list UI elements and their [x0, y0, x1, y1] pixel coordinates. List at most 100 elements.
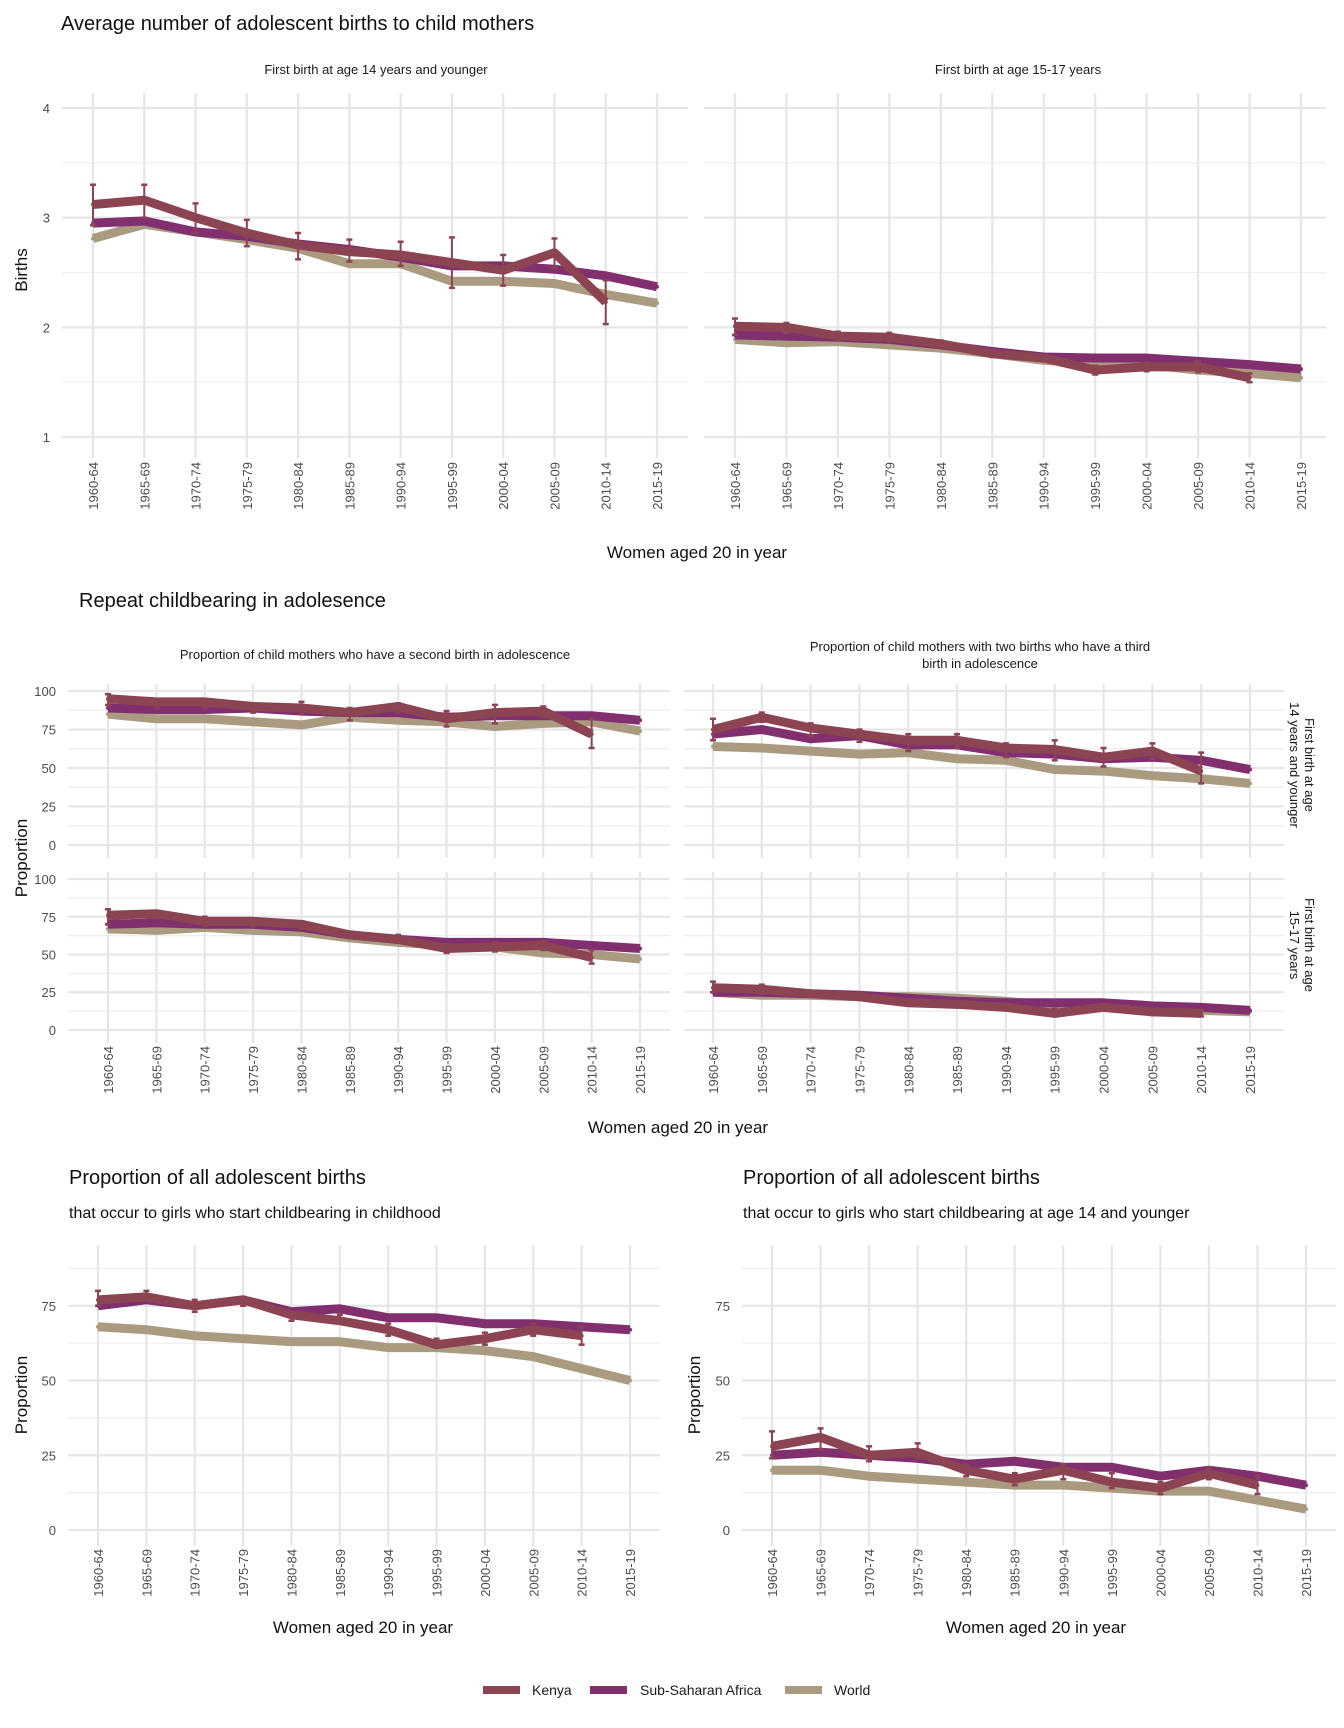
data-point-world [1304, 1507, 1308, 1512]
error-bar [1051, 739, 1058, 762]
x-tick-label: 2005-09 [1191, 462, 1206, 510]
x-tick-label: 1980-84 [291, 462, 306, 510]
x-tick-label: 1960-64 [91, 1549, 106, 1597]
error-bar [105, 692, 111, 707]
x-tick-label: 2015-19 [1299, 1549, 1314, 1597]
y-tick-label: 25 [716, 1448, 730, 1463]
data-point-world [638, 729, 642, 734]
x-tick-label: 2010-14 [1194, 1046, 1209, 1094]
y-tick-label: 0 [49, 1023, 56, 1038]
x-tick-label: 2015-19 [623, 1549, 638, 1597]
section2-strip-row2-line2: 15-17 years [1287, 911, 1302, 980]
data-point-sub-saharan-africa [589, 713, 594, 718]
error-bar [1254, 1474, 1261, 1496]
data-point-world [396, 718, 401, 723]
error-bar [1002, 742, 1009, 759]
x-tick-label: 1965-69 [779, 462, 794, 510]
x-tick-label: 1985-89 [343, 1046, 358, 1094]
x-tick-label: 2000-04 [488, 1046, 503, 1094]
x-tick-label: 1980-84 [294, 1046, 309, 1094]
x-tick-label: 2000-04 [496, 462, 511, 510]
error-bar [201, 915, 208, 928]
data-point-world [1255, 1498, 1260, 1503]
x-tick-label: 1975-79 [852, 1046, 867, 1094]
error-bar [856, 990, 863, 1002]
y-tick-label: 75 [716, 1299, 730, 1314]
y-tick-label: 75 [42, 910, 56, 925]
error-bar [1143, 361, 1150, 373]
y-tick-label: 3 [43, 211, 50, 226]
x-tick-label: 2005-09 [536, 1046, 551, 1094]
data-point-world [770, 1468, 774, 1473]
x-tick-label: 1985-89 [950, 1046, 965, 1094]
legend-item-sub-saharan-africa: Sub-Saharan Africa [590, 1682, 762, 1698]
data-point-world [1101, 769, 1106, 774]
data-point-world [144, 1327, 149, 1332]
data-point-sub-saharan-africa [589, 943, 594, 948]
error-bar [105, 907, 111, 926]
data-point-sub-saharan-africa [1299, 367, 1303, 372]
x-tick-label: 1960-64 [86, 462, 101, 510]
data-point-world [1003, 758, 1008, 763]
x-tick-label: 1975-79 [911, 1549, 926, 1597]
error-bar [905, 998, 912, 1006]
data-point-sub-saharan-africa [638, 946, 642, 951]
data-point-world [251, 928, 256, 933]
error-bar [540, 939, 547, 952]
x-tick-label: 2005-09 [547, 462, 562, 510]
x-tick-label: 1990-94 [394, 462, 409, 510]
error-bar [732, 317, 738, 337]
data-point-sub-saharan-africa [1093, 356, 1098, 361]
x-tick-label: 2000-04 [478, 1549, 493, 1597]
section1-ylabel: Births [12, 248, 31, 291]
data-point-sub-saharan-africa [1012, 1459, 1017, 1464]
error-bar [385, 1322, 392, 1337]
section2-title: Repeat childbearing in adolesence [79, 590, 386, 612]
data-point-world [628, 1378, 632, 1383]
y-tick-label: 25 [42, 1448, 56, 1463]
y-tick-label: 25 [42, 985, 56, 1000]
error-bar [886, 331, 893, 343]
legend-item-world: World [785, 1682, 870, 1698]
data-point-world [759, 746, 764, 750]
section2-strip-col2-line2: birth in adolescence [922, 656, 1038, 671]
data-point-sub-saharan-africa [1248, 767, 1252, 772]
error-bar [905, 732, 912, 753]
x-tick-label: 2000-04 [1097, 1046, 1112, 1094]
data-point-sub-saharan-africa [638, 718, 642, 723]
error-bar [346, 930, 353, 940]
x-tick-label: 1990-94 [1056, 1549, 1071, 1597]
x-tick-label: 1985-89 [333, 1549, 348, 1597]
y-tick-label: 0 [723, 1523, 730, 1538]
section2-strip-row1-line2: 14 years and younger [1287, 702, 1302, 828]
panel-2: 1960-64 1965-69 1970-74 1975-79 1980-84 1985-… [704, 93, 1326, 510]
section1-xlabel: Women aged 20 in year [607, 543, 788, 562]
error-bar [989, 349, 996, 359]
legend-label: Kenya [532, 1682, 572, 1698]
x-tick-label: 1995-99 [440, 1046, 455, 1094]
error-bar [710, 980, 716, 994]
x-tick-label: 1965-69 [137, 462, 152, 510]
error-bar [288, 1310, 295, 1322]
error-bar [153, 909, 160, 920]
error-bar [141, 183, 148, 219]
error-bar [192, 202, 199, 235]
data-point-sub-saharan-africa [1158, 1474, 1163, 1479]
x-tick-label: 1985-89 [1008, 1549, 1023, 1597]
data-point-sub-saharan-africa [1199, 1005, 1204, 1010]
legend: Kenya Sub-Saharan Africa World [483, 1682, 870, 1698]
error-bar [298, 920, 305, 931]
x-tick-label: 1970-74 [188, 1549, 203, 1597]
error-bar [336, 1313, 343, 1325]
data-point-world [91, 236, 95, 241]
data-point-sub-saharan-africa [628, 1327, 632, 1332]
data-point-world [492, 724, 497, 729]
section1-strip-left: First birth at age 14 years and younger [264, 62, 488, 77]
error-bar [758, 983, 765, 995]
error-bar [1092, 364, 1099, 376]
error-bar [866, 1445, 873, 1463]
x-tick-label: 2015-19 [1294, 462, 1309, 510]
section3-left-title: Proportion of all adolescent births [69, 1167, 366, 1189]
error-bar [1205, 1465, 1212, 1481]
legend-label: World [834, 1682, 870, 1698]
